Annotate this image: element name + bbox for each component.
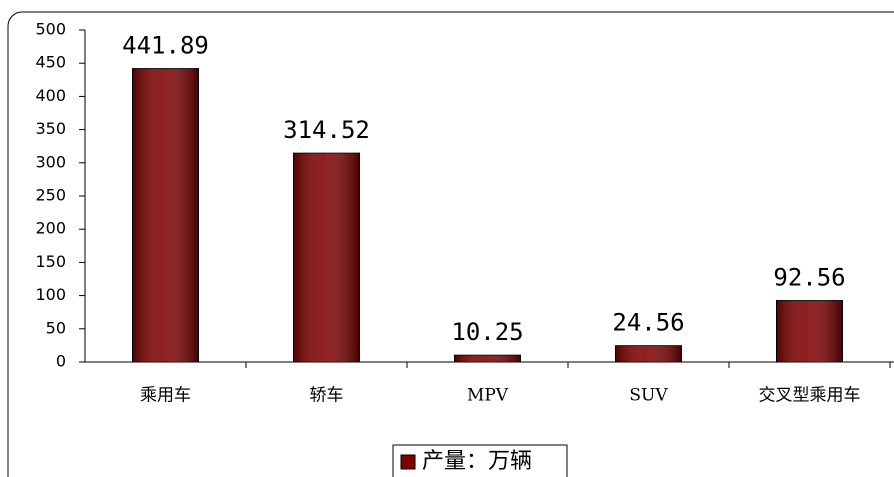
y-tick-label: 350 <box>35 119 66 138</box>
y-tick-label: 0 <box>56 352 66 371</box>
value-label: 10.25 <box>451 318 523 346</box>
y-tick-label: 500 <box>35 20 66 39</box>
y-tick-label: 300 <box>35 152 66 171</box>
value-label: 92.56 <box>773 264 845 292</box>
x-tick-label: SUV <box>629 386 668 406</box>
bar-shade <box>615 345 682 362</box>
y-tick-label: 450 <box>35 53 66 72</box>
x-tick-label: MPV <box>467 386 509 406</box>
legend-box <box>392 444 568 477</box>
legend-swatch <box>400 454 416 470</box>
bar-shade <box>132 68 199 363</box>
legend: 产量：万辆 <box>392 444 568 477</box>
x-tick-label: 乘用车 <box>140 386 191 406</box>
y-tick-label: 400 <box>35 86 66 105</box>
legend-label: 产量：万辆 <box>422 449 532 474</box>
x-tick-label: 交叉型乘用车 <box>759 386 861 406</box>
y-tick-label: 100 <box>35 285 66 304</box>
value-label: 441.89 <box>122 32 209 60</box>
y-tick-label: 250 <box>35 186 66 205</box>
bar-shade <box>454 355 521 362</box>
y-tick-label: 200 <box>35 219 66 238</box>
value-label: 314.52 <box>283 116 370 144</box>
bar-shade <box>293 153 360 362</box>
chart-frame <box>7 11 894 477</box>
bar-shade <box>776 300 843 362</box>
x-tick-label: 轿车 <box>310 386 344 406</box>
y-tick-label: 150 <box>35 252 66 271</box>
y-tick-label: 50 <box>46 318 66 337</box>
value-label: 24.56 <box>612 309 684 337</box>
